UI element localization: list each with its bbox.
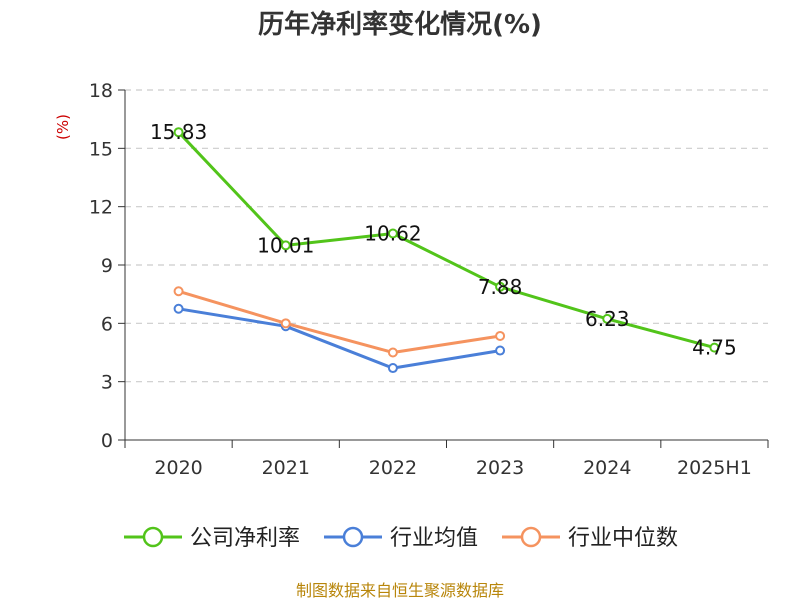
data-point xyxy=(387,363,398,374)
legend-marker xyxy=(520,526,542,548)
legend-marker xyxy=(342,526,364,548)
data-point xyxy=(173,303,184,314)
data-point xyxy=(495,345,506,356)
data-point xyxy=(387,228,398,239)
legend-item-1: 行业均值 xyxy=(324,526,478,551)
x-tick-label: 2024 xyxy=(583,457,631,479)
legend-item-0: 公司净利率 xyxy=(124,526,300,551)
data-point xyxy=(173,286,184,297)
data-label: 7.88 xyxy=(478,275,523,299)
data-point xyxy=(602,313,613,324)
y-tick-label: 15 xyxy=(89,138,113,160)
axes: 0 3 6 9 12 15 18 2020 2021 2022 2023 2024 2025H1 xyxy=(89,80,769,479)
chart-title: 历年净利率变化情况(%) xyxy=(258,9,542,40)
y-tick-label: 9 xyxy=(101,255,113,277)
legend: 公司净利率 行业均值 行业中位数 xyxy=(124,526,678,551)
series-line-0 xyxy=(177,131,715,350)
data-label: 10.62 xyxy=(364,222,421,246)
data-point xyxy=(495,330,506,341)
y-tick-label: 3 xyxy=(101,372,113,394)
y-axis-label: (%) xyxy=(54,114,72,140)
data-labels: 15.83 10.01 10.62 7.88 6.23 4.75 xyxy=(150,120,737,359)
y-tick-label: 12 xyxy=(89,197,113,219)
x-tick-label: 2023 xyxy=(476,457,524,479)
data-point xyxy=(495,281,506,292)
y-tick-label: 6 xyxy=(101,313,113,335)
data-label: 15.83 xyxy=(150,120,207,144)
legend-marker xyxy=(142,526,164,548)
x-tick-label: 2021 xyxy=(262,457,310,479)
legend-item-2: 行业中位数 xyxy=(502,526,678,551)
grid-lines xyxy=(125,89,768,383)
y-tick-label: 18 xyxy=(89,80,113,102)
legend-label: 行业均值 xyxy=(390,526,478,551)
series-line-1 xyxy=(178,307,501,370)
legend-label: 公司净利率 xyxy=(190,526,300,551)
series-layer xyxy=(173,127,720,374)
data-point xyxy=(387,347,398,358)
series-line-2 xyxy=(178,289,501,354)
data-point xyxy=(709,342,720,353)
source-note: 制图数据来自恒生聚源数据库 xyxy=(296,581,504,600)
x-tick-label: 2022 xyxy=(369,457,417,479)
data-label: 4.75 xyxy=(692,336,737,360)
legend-label: 行业中位数 xyxy=(568,526,678,551)
data-label: 6.23 xyxy=(585,307,630,331)
y-tick-label: 0 xyxy=(101,430,113,452)
x-tick-label: 2025H1 xyxy=(677,457,752,479)
data-point xyxy=(173,127,184,138)
data-point xyxy=(280,318,291,329)
data-point xyxy=(280,240,291,251)
data-label: 10.01 xyxy=(257,233,314,257)
x-tick-label: 2020 xyxy=(154,457,202,479)
